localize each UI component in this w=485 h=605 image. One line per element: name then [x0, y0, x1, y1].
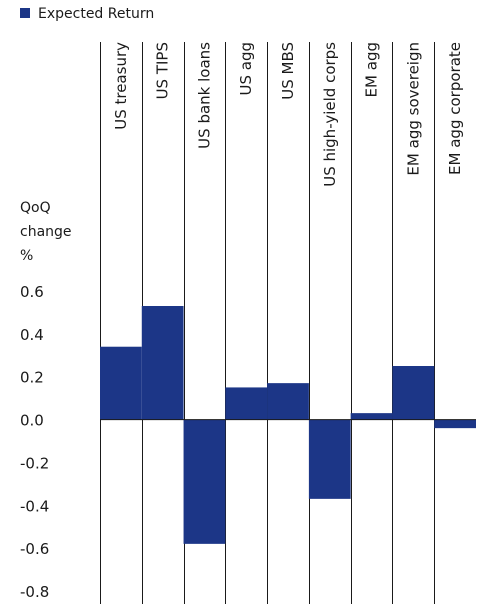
bar-us-high-yield-corps [308, 419, 351, 499]
bar-em-agg-corporate [434, 419, 476, 429]
category-separators [100, 42, 435, 604]
category-label: EM agg sovereign [404, 42, 422, 176]
category-labels: US treasury US TIPS US bank loans US agg US … [112, 42, 464, 187]
category-label: EM agg [363, 42, 381, 97]
category-label: EM agg corporate [446, 42, 464, 175]
bar-us-mbs [267, 383, 309, 420]
y-tick-label: -0.6 [20, 540, 49, 558]
y-axis-label-line: QoQ [20, 200, 51, 216]
y-tick-label: -0.8 [20, 583, 49, 601]
legend: Expected Return [20, 6, 154, 22]
bar-em-agg-sovereign [392, 366, 435, 420]
y-axis-label: QoQ change% [20, 200, 72, 264]
bar-us-agg [225, 387, 268, 420]
y-tick-label: 0.2 [20, 369, 44, 387]
y-tick-label: -0.2 [20, 454, 49, 472]
bar-us-bank-loans [183, 419, 226, 544]
category-label: US MBS [279, 42, 297, 100]
category-label: US TIPS [154, 42, 172, 99]
y-tick-label: 0.6 [20, 283, 44, 301]
category-label: US high-yield corps [321, 42, 339, 187]
y-axis-ticks: 0.6 0.4 0.2 0.0 -0.2 -0.4 -0.6 -0.8 [20, 283, 49, 601]
y-axis-label-line: change [20, 224, 72, 240]
y-tick-label: -0.4 [20, 497, 49, 515]
bar-us-treasury [100, 346, 142, 420]
legend-label-expected-return: Expected Return [38, 6, 154, 22]
y-tick-label: 0.4 [20, 326, 44, 344]
category-label: US agg [237, 42, 255, 96]
category-label: US bank loans [195, 42, 213, 149]
bar-us-tips [141, 306, 184, 420]
y-axis-label-line: % [20, 248, 33, 264]
y-tick-label: 0.0 [20, 412, 44, 430]
bar-em-agg [350, 413, 393, 420]
legend-swatch-expected-return [20, 8, 30, 18]
bars [100, 306, 476, 544]
category-label: US treasury [112, 42, 130, 130]
